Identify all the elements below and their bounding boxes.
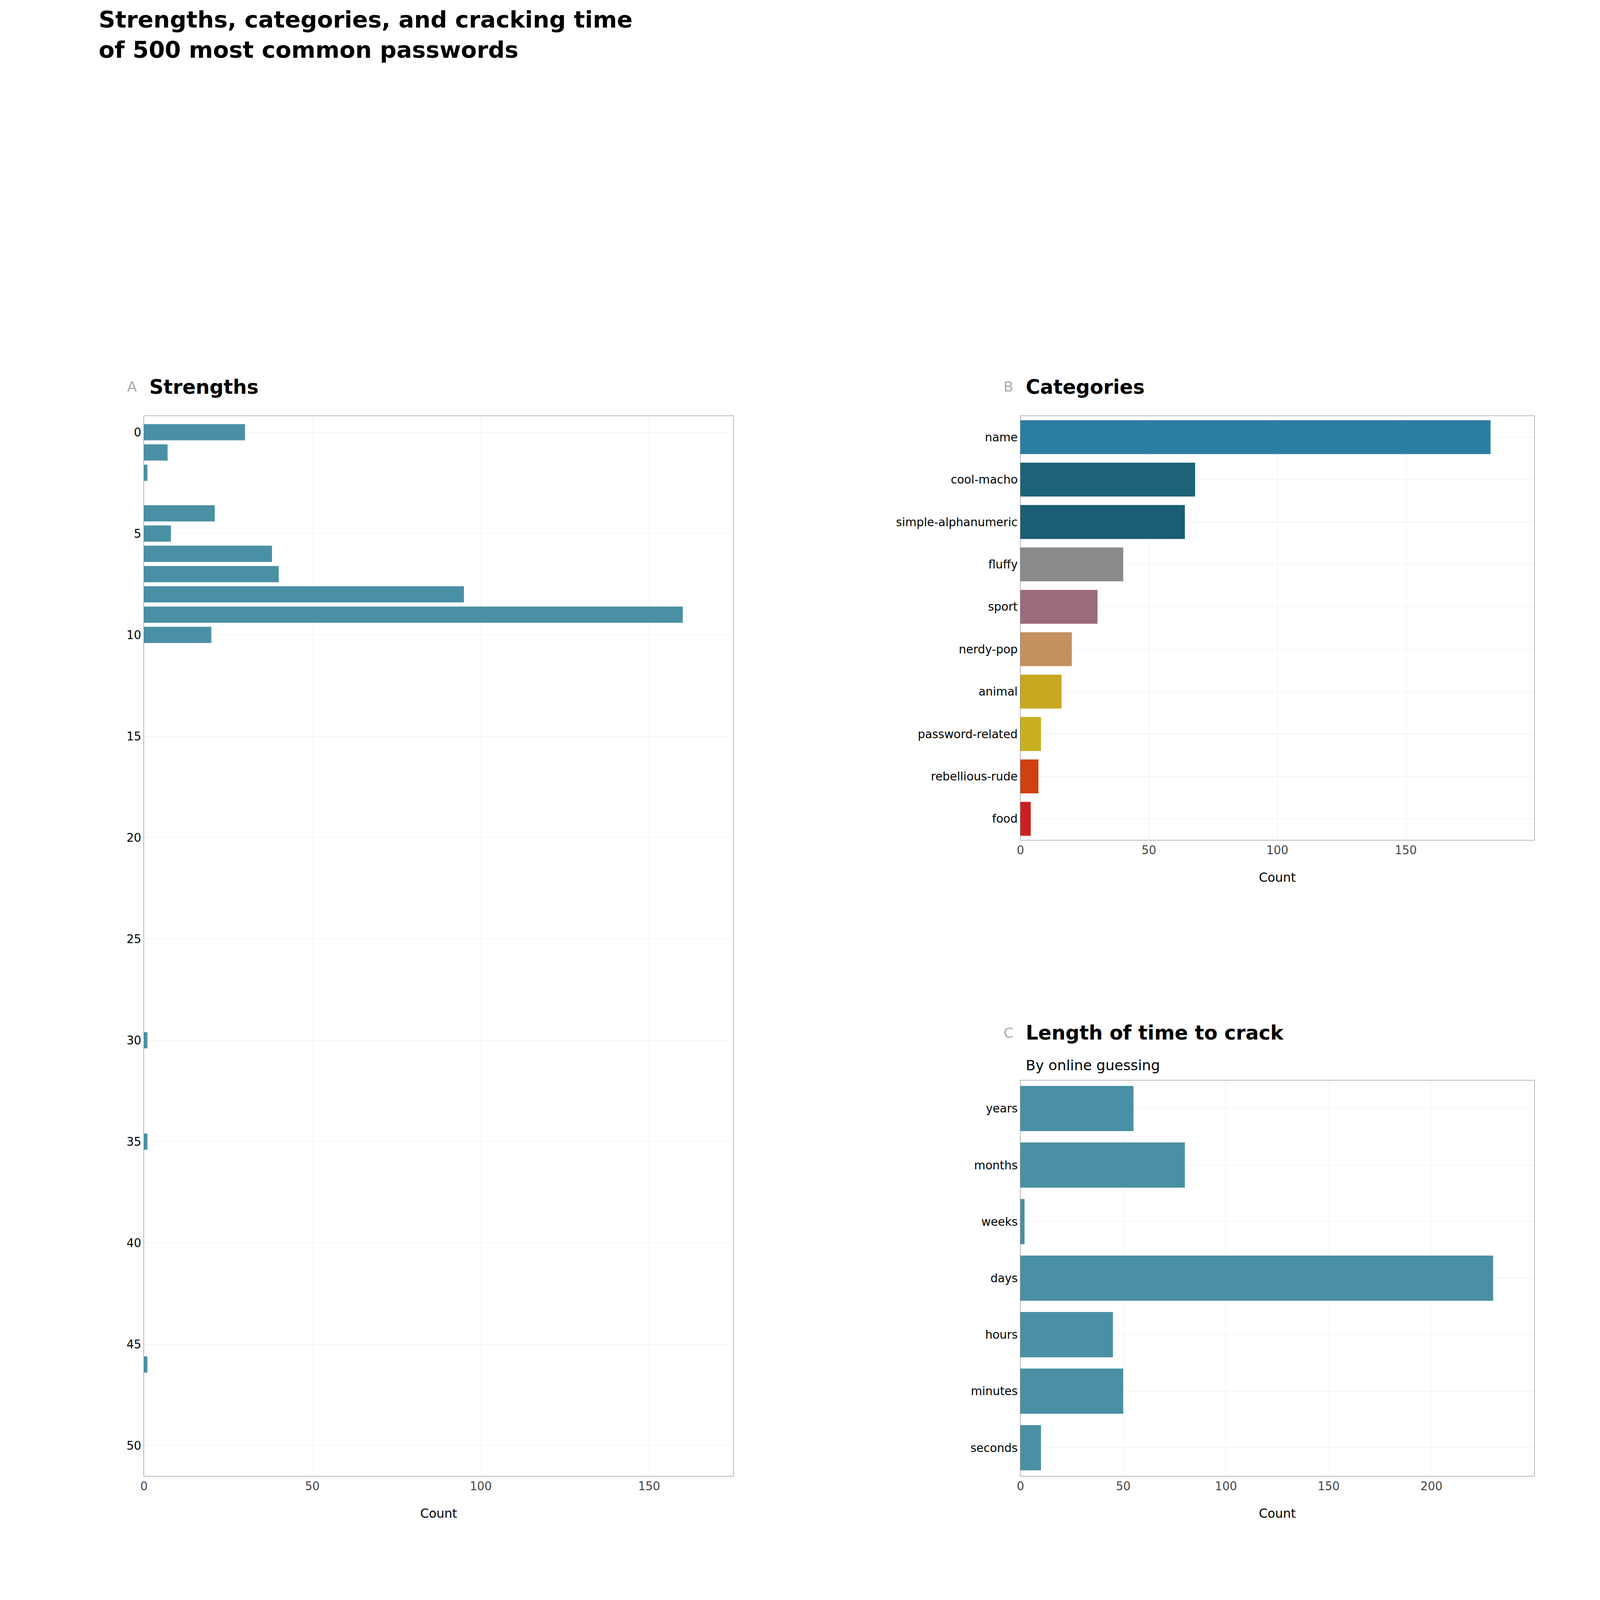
svg-text:50: 50 [1141, 843, 1156, 857]
svg-text:200: 200 [1420, 1479, 1443, 1493]
svg-text:minutes: minutes [971, 1384, 1018, 1398]
svg-text:days: days [990, 1271, 1018, 1285]
svg-text:simple-alphanumeric: simple-alphanumeric [896, 515, 1018, 529]
svg-text:50: 50 [126, 1439, 142, 1453]
svg-text:nerdy-pop: nerdy-pop [958, 642, 1018, 656]
svg-text:Strengths: Strengths [149, 375, 259, 399]
svg-text:25: 25 [126, 932, 142, 946]
svg-text:fluffy: fluffy [988, 557, 1018, 572]
svg-text:30: 30 [126, 1033, 142, 1048]
svg-text:150: 150 [1394, 843, 1417, 857]
svg-text:By online guessing: By online guessing [1025, 1056, 1160, 1074]
svg-text:0: 0 [133, 425, 142, 440]
svg-text:0: 0 [1016, 843, 1025, 857]
svg-text:rebellious-rude: rebellious-rude [931, 769, 1018, 784]
svg-text:months: months [974, 1158, 1018, 1172]
svg-text:100: 100 [1215, 1479, 1238, 1493]
svg-text:5: 5 [133, 527, 142, 541]
svg-text:150: 150 [638, 1479, 661, 1493]
svg-text:20: 20 [126, 831, 142, 845]
svg-text:weeks: weeks [981, 1215, 1018, 1229]
svg-text:100: 100 [1266, 843, 1289, 857]
svg-text:password-related: password-related [917, 727, 1018, 741]
svg-text:Categories: Categories [1025, 375, 1145, 399]
svg-text:Count: Count [420, 1506, 457, 1521]
svg-text:50: 50 [304, 1479, 320, 1493]
svg-text:name: name [984, 430, 1018, 444]
svg-text:years: years [985, 1101, 1018, 1116]
svg-text:15: 15 [126, 729, 142, 744]
svg-text:C: C [1003, 1024, 1014, 1042]
svg-text:hours: hours [985, 1328, 1018, 1342]
svg-text:150: 150 [1317, 1479, 1340, 1493]
svg-text:35: 35 [126, 1135, 142, 1149]
svg-text:animal: animal [978, 684, 1018, 699]
svg-text:Count: Count [1258, 1506, 1296, 1521]
svg-text:cool-macho: cool-macho [950, 472, 1018, 487]
svg-text:seconds: seconds [970, 1441, 1018, 1455]
svg-text:50: 50 [1116, 1479, 1131, 1493]
svg-text:0: 0 [140, 1479, 148, 1493]
svg-text:0: 0 [1016, 1479, 1025, 1493]
svg-text:100: 100 [469, 1479, 492, 1493]
svg-text:food: food [992, 812, 1018, 826]
svg-text:A: A [127, 378, 137, 396]
svg-text:Count: Count [1258, 870, 1296, 885]
svg-text:45: 45 [126, 1337, 142, 1352]
svg-text:10: 10 [126, 628, 142, 642]
svg-text:Strengths, categories, and cra: Strengths, categories, and cracking time… [98, 6, 633, 64]
svg-text:B: B [1003, 378, 1014, 396]
svg-text:Length of time to crack: Length of time to crack [1025, 1021, 1284, 1044]
svg-text:sport: sport [988, 600, 1018, 614]
svg-text:40: 40 [126, 1236, 142, 1250]
